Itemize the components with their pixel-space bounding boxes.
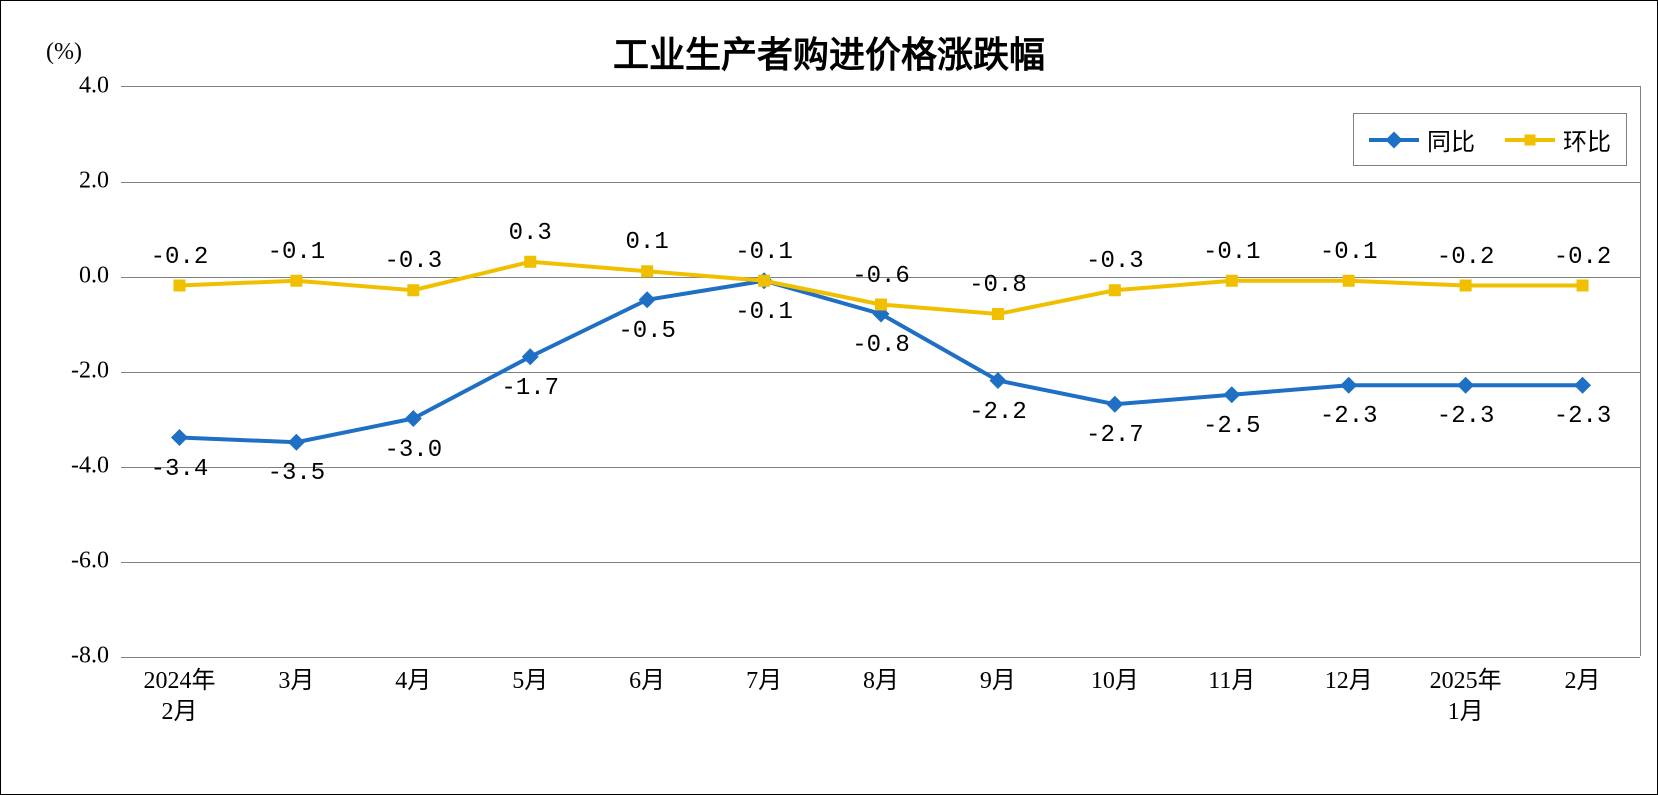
series-marker	[758, 275, 770, 287]
series-marker	[1223, 386, 1240, 403]
y-tick-label: 0.0	[29, 263, 109, 290]
data-label: -3.0	[384, 437, 442, 464]
data-label: -2.3	[1554, 403, 1612, 430]
series-marker	[1109, 284, 1121, 296]
series-marker	[875, 299, 887, 311]
series-marker	[173, 280, 185, 292]
series-marker	[1106, 396, 1123, 413]
data-label: -0.5	[618, 318, 676, 345]
data-label: -3.5	[268, 460, 326, 487]
series-marker	[989, 372, 1006, 389]
y-tick-label: 4.0	[29, 73, 109, 100]
y-tick-label: 2.0	[29, 168, 109, 195]
series-marker	[1340, 377, 1357, 394]
data-label: -2.3	[1320, 403, 1378, 430]
series-marker	[407, 284, 419, 296]
chart-title: 工业生产者购进价格涨跌幅	[1, 26, 1657, 78]
data-label: -0.6	[852, 263, 910, 290]
series-marker	[1457, 377, 1474, 394]
series-marker	[1460, 280, 1472, 292]
data-label: -0.1	[735, 239, 793, 266]
x-tick-label: 6月	[587, 666, 707, 697]
y-axis-unit: (%)	[46, 39, 82, 66]
data-label: -2.3	[1437, 403, 1495, 430]
data-label: -0.3	[1086, 248, 1144, 275]
series-marker	[1577, 280, 1589, 292]
data-label: -0.8	[969, 272, 1027, 299]
data-label: -2.2	[969, 399, 1027, 426]
gridline	[121, 657, 1640, 658]
data-label: -0.8	[852, 332, 910, 359]
y-tick-label: -2.0	[29, 358, 109, 385]
series-marker	[992, 308, 1004, 320]
y-tick-label: -4.0	[29, 453, 109, 480]
data-label: -2.5	[1203, 413, 1261, 440]
data-label: -0.1	[1203, 239, 1261, 266]
x-tick-label: 5月	[470, 666, 590, 697]
data-label: 0.1	[626, 229, 669, 256]
data-label: -0.2	[1554, 244, 1612, 271]
series-marker	[288, 434, 305, 451]
data-label: -0.2	[151, 244, 209, 271]
data-label: -0.1	[1320, 239, 1378, 266]
x-tick-label: 2025年 1月	[1406, 666, 1526, 728]
series-marker	[524, 256, 536, 268]
series-marker	[641, 265, 653, 277]
series-marker	[290, 275, 302, 287]
series-marker	[1226, 275, 1238, 287]
data-label: 0.3	[509, 220, 552, 247]
series-marker	[1574, 377, 1591, 394]
x-tick-label: 4月	[353, 666, 473, 697]
chart-container: 工业生产者购进价格涨跌幅 (%) 4.0 2.0 0.0 -2.0 -4.0 -…	[0, 0, 1658, 795]
y-tick-label: -6.0	[29, 548, 109, 575]
series-marker	[639, 291, 656, 308]
x-tick-label: 9月	[938, 666, 1058, 697]
data-label: -3.4	[151, 456, 209, 483]
x-tick-label: 2月	[1523, 666, 1643, 697]
data-label: -0.1	[268, 239, 326, 266]
data-label: -2.7	[1086, 422, 1144, 449]
series-marker	[405, 410, 422, 427]
series-marker	[171, 429, 188, 446]
data-label: -1.7	[501, 375, 559, 402]
series-marker	[522, 348, 539, 365]
series-marker	[1343, 275, 1355, 287]
x-tick-label: 12月	[1289, 666, 1409, 697]
data-label: -0.1	[735, 299, 793, 326]
y-tick-label: -8.0	[29, 643, 109, 670]
data-label: -0.2	[1437, 244, 1495, 271]
x-tick-label: 11月	[1172, 666, 1292, 697]
x-tick-label: 3月	[236, 666, 356, 697]
data-label: -0.3	[384, 248, 442, 275]
chart-lines	[121, 86, 1641, 656]
x-tick-label: 10月	[1055, 666, 1175, 697]
x-tick-label: 2024年 2月	[119, 666, 239, 728]
x-tick-label: 8月	[821, 666, 941, 697]
x-tick-label: 7月	[704, 666, 824, 697]
